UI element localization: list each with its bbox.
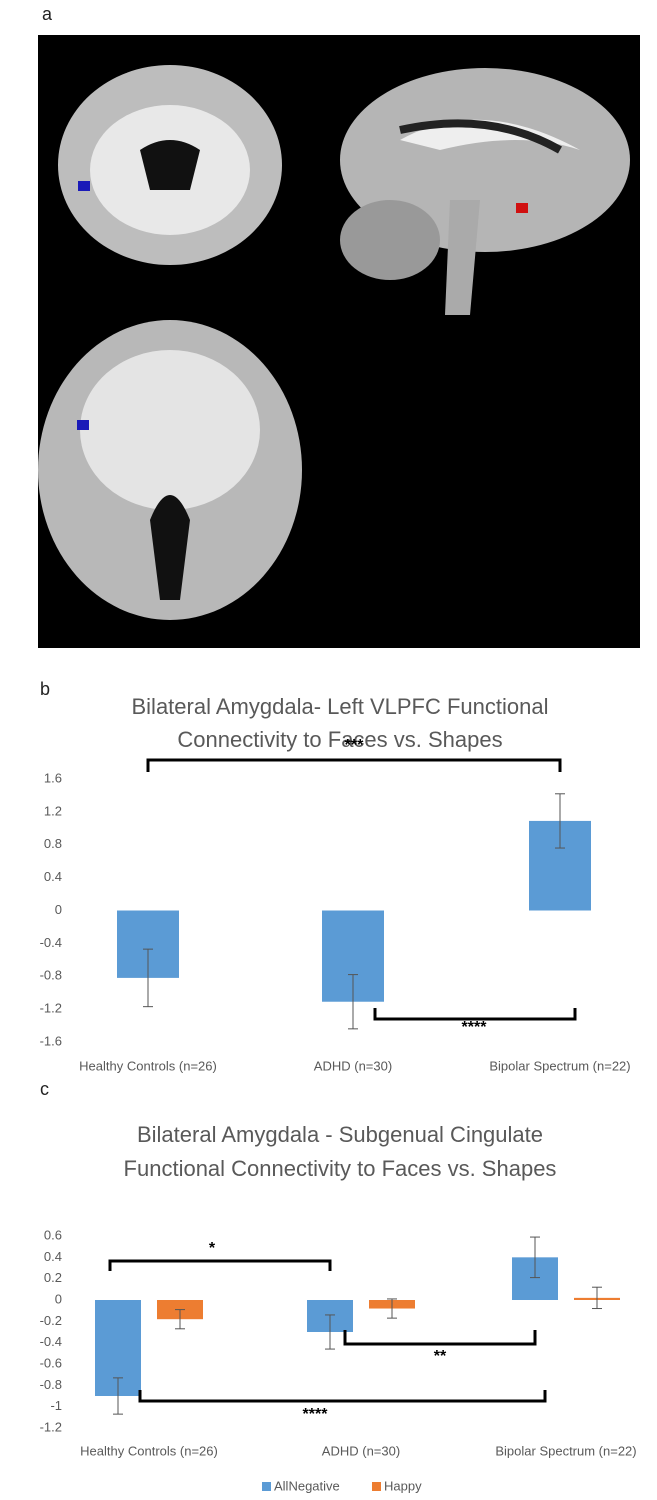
chart-title: Functional Connectivity to Faces vs. Sha… [124, 1156, 557, 1181]
legend-label: AllNegative [274, 1478, 340, 1493]
significance-bracket [110, 1261, 330, 1271]
panel-label: a [42, 4, 53, 24]
significance-bracket [148, 760, 560, 772]
y-tick-label: 0.4 [44, 869, 62, 884]
y-tick-label: 0.8 [44, 836, 62, 851]
y-tick-label: 0.4 [44, 1249, 62, 1264]
legend-swatch [262, 1482, 271, 1491]
panel-label: b [40, 679, 50, 699]
y-tick-label: -0.8 [40, 968, 62, 983]
panel-label: c [40, 1079, 49, 1099]
brain-image [38, 35, 640, 648]
x-tick-label: Bipolar Spectrum (n=22) [489, 1058, 630, 1073]
chart-title: Bilateral Amygdala- Left VLPFC Functiona… [132, 694, 549, 719]
significance-label: *** [345, 737, 364, 754]
significance-label: **** [462, 1019, 488, 1036]
significance-label: * [209, 1240, 216, 1257]
x-tick-label: Bipolar Spectrum (n=22) [495, 1443, 636, 1458]
y-tick-label: -0.4 [40, 935, 62, 950]
x-tick-label: ADHD (n=30) [322, 1443, 400, 1458]
y-tick-label: -0.4 [40, 1334, 62, 1349]
y-tick-label: -1.2 [40, 1001, 62, 1016]
y-tick-label: 0.6 [44, 1227, 62, 1242]
y-tick-label: -1.2 [40, 1419, 62, 1434]
x-tick-label: Healthy Controls (n=26) [79, 1058, 217, 1073]
y-tick-label: 0 [55, 1291, 62, 1306]
y-tick-label: -0.6 [40, 1355, 62, 1370]
chart-title: Bilateral Amygdala - Subgenual Cingulate [137, 1122, 543, 1147]
y-tick-label: 0.2 [44, 1270, 62, 1285]
y-tick-label: 1.6 [44, 770, 62, 785]
significance-bracket [375, 1008, 575, 1019]
legend-swatch [372, 1482, 381, 1491]
y-tick-label: -0.8 [40, 1377, 62, 1392]
x-tick-label: Healthy Controls (n=26) [80, 1443, 218, 1458]
significance-label: ** [434, 1348, 447, 1365]
y-tick-label: -0.2 [40, 1313, 62, 1328]
y-tick-label: -1 [50, 1398, 62, 1413]
figure: a b c Bilateral Amygdala- Left VLPFC Fun… [0, 0, 657, 1495]
significance-bracket [345, 1330, 535, 1344]
page: a b c Bilateral Amygdala- Left VLPFC Fun… [0, 0, 657, 1500]
legend-label: Happy [384, 1478, 422, 1493]
significance-bracket [140, 1390, 545, 1401]
y-tick-label: -1.6 [40, 1033, 62, 1048]
y-tick-label: 1.2 [44, 803, 62, 818]
chart-title: Connectivity to Faces vs. Shapes [177, 727, 502, 752]
significance-label: **** [303, 1406, 329, 1423]
y-tick-label: 0 [55, 902, 62, 917]
x-tick-label: ADHD (n=30) [314, 1058, 392, 1073]
